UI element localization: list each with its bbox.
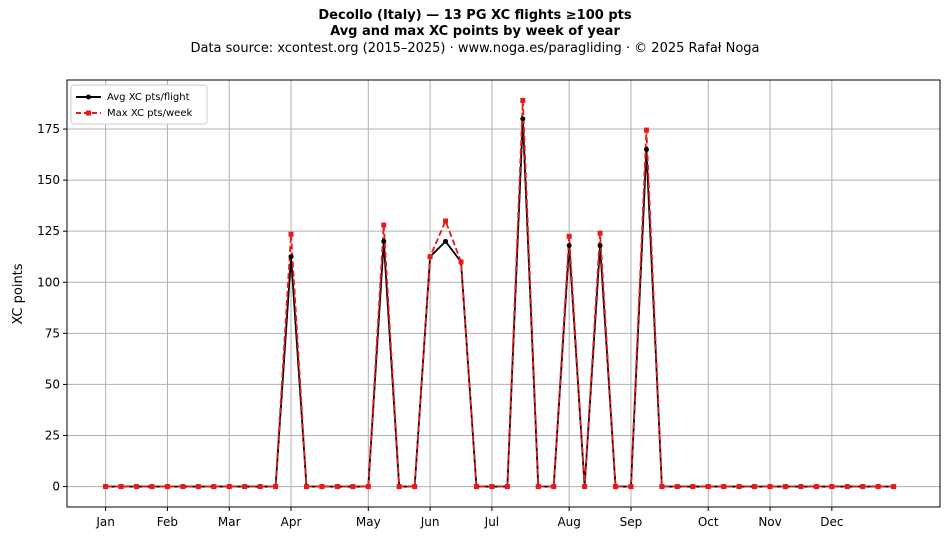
legend: Avg XC pts/flight Max XC pts/week: [70, 84, 208, 125]
x-tick-label: Feb: [157, 515, 178, 529]
x-tick-label: Dec: [820, 515, 843, 529]
data-point-max: [891, 484, 897, 490]
data-point-max: [489, 484, 495, 490]
legend-box: [70, 84, 208, 125]
data-point-max: [149, 484, 155, 490]
y-tick-label: 150: [37, 173, 60, 187]
series-lines: [105, 99, 894, 488]
x-tick-label: Jun: [420, 515, 440, 529]
x-tick-label: Apr: [281, 515, 302, 529]
data-point-max: [134, 484, 140, 490]
y-tick-label: 50: [45, 377, 60, 391]
y-tick-label: 25: [45, 428, 60, 442]
y-tick-label: 0: [52, 480, 60, 494]
chart-subtitle: Avg and max XC points by week of year: [330, 24, 620, 39]
data-point-max: [736, 484, 742, 490]
legend-marker-avg: [86, 94, 91, 100]
legend-label-max: Max XC pts/week: [107, 108, 192, 119]
data-point-max: [613, 484, 619, 490]
data-point-max: [829, 484, 835, 490]
data-point-max: [582, 484, 588, 490]
series-line-0: [105, 117, 894, 488]
x-tick-label: Jul: [484, 515, 499, 529]
x-tick-label: Sep: [620, 515, 643, 529]
data-point-max: [520, 97, 526, 103]
chart-titles: Decollo (Italy) — 13 PG XC flights ≥100 …: [0, 8, 950, 57]
y-ticks: 0 25 50 75 100 125 150 175: [37, 122, 67, 494]
series-line-1: [105, 99, 894, 488]
x-tick-label: Jan: [95, 515, 115, 529]
data-point-max: [628, 484, 634, 490]
x-tick-label: May: [356, 515, 381, 529]
data-point-max: [504, 484, 510, 490]
data-point-max: [319, 484, 325, 490]
data-point-max: [566, 233, 572, 239]
data-point-avg: [381, 238, 387, 244]
data-point-max: [257, 484, 263, 490]
data-point-max: [844, 484, 850, 490]
data-point-avg: [566, 242, 572, 248]
data-point-max: [798, 484, 804, 490]
data-point-max: [195, 484, 201, 490]
data-point-max: [211, 484, 217, 490]
grid: [67, 80, 940, 507]
data-point-max: [443, 218, 449, 224]
data-point-max: [643, 127, 649, 133]
data-point-max: [690, 484, 696, 490]
x-tick-label: Mar: [218, 515, 241, 529]
data-point-max: [813, 484, 819, 490]
data-point-max: [597, 230, 603, 236]
x-tick-label: Aug: [557, 515, 580, 529]
data-point-max: [860, 484, 866, 490]
data-point-max: [396, 484, 402, 490]
data-point-avg: [288, 254, 294, 260]
data-point-max: [674, 484, 680, 490]
series-markers: [103, 97, 897, 490]
chart-source: Data source: xcontest.org (2015–2025) · …: [190, 41, 760, 56]
data-point-max: [782, 484, 788, 490]
data-point-max: [551, 484, 557, 490]
data-point-max: [118, 484, 124, 490]
data-point-max: [226, 484, 232, 490]
data-point-max: [242, 484, 248, 490]
data-point-avg: [443, 238, 449, 244]
data-point-max: [767, 484, 773, 490]
data-point-max: [288, 231, 294, 237]
data-point-max: [427, 254, 433, 260]
data-point-max: [659, 484, 665, 490]
data-point-avg: [597, 242, 603, 248]
data-point-max: [103, 484, 109, 490]
chart-title: Decollo (Italy) — 13 PG XC flights ≥100 …: [318, 8, 632, 23]
data-point-avg: [520, 116, 526, 122]
legend-label-avg: Avg XC pts/flight: [107, 92, 190, 103]
legend-marker-max: [86, 110, 91, 116]
x-tick-label: Nov: [758, 515, 781, 529]
y-tick-label: 100: [37, 275, 60, 289]
data-point-max: [381, 222, 387, 228]
data-point-max: [473, 484, 479, 490]
data-point-max: [875, 484, 881, 490]
data-point-max: [752, 484, 758, 490]
plot-frame: [66, 79, 941, 508]
x-tick-label: Oct: [698, 515, 719, 529]
data-point-max: [705, 484, 711, 490]
x-ticks: Jan Feb Mar Apr May Jun Jul Aug Sep Oct Nov Dec: [95, 507, 843, 529]
data-point-max: [303, 484, 309, 490]
data-point-max: [458, 259, 464, 265]
y-tick-label: 75: [45, 326, 60, 340]
data-point-max: [273, 484, 279, 490]
data-point-max: [721, 484, 727, 490]
data-point-max: [334, 484, 340, 490]
y-tick-label: 125: [37, 224, 60, 238]
data-point-avg: [643, 146, 649, 152]
data-point-max: [535, 484, 541, 490]
data-point-max: [180, 484, 186, 490]
data-point-max: [164, 484, 170, 490]
y-tick-label: 175: [37, 122, 60, 136]
y-axis-label: XC points: [11, 263, 26, 324]
data-point-max: [350, 484, 356, 490]
data-point-max: [365, 484, 371, 490]
data-point-max: [412, 484, 418, 490]
